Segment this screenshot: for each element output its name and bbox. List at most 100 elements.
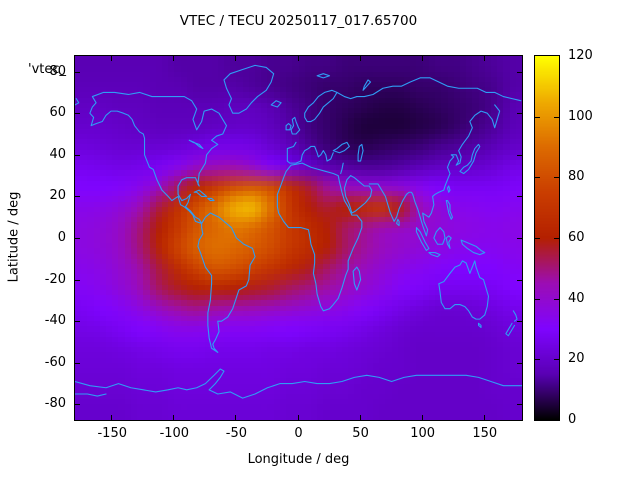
coastline-cuba	[194, 190, 206, 196]
key-label: 'vtec_	[28, 62, 67, 77]
y-tick-mark	[75, 238, 80, 239]
colorbar-tick-mark	[535, 238, 540, 239]
y-tick-mark	[75, 154, 80, 156]
coastline-greenland	[224, 65, 274, 113]
coastlines-svg	[75, 56, 522, 420]
coastline-south-east-asia	[369, 105, 499, 236]
vtec-heatmap-canvas	[75, 56, 522, 420]
y-tick-mark	[75, 113, 80, 115]
coastline-ross-shelf	[75, 394, 106, 396]
colorbar-tick-label: 120	[568, 48, 593, 63]
x-tick-mark	[111, 415, 113, 420]
colorbar-tick-label: 0	[568, 412, 577, 427]
y-tick-label: 20	[49, 188, 66, 204]
colorbar-tick-mark	[554, 359, 559, 361]
x-tick-mark	[359, 56, 361, 61]
y-tick-label: 60	[49, 105, 66, 121]
x-tick-mark	[483, 415, 485, 420]
colorbar-tick-mark	[554, 116, 559, 118]
coastline-new-zealand-north	[513, 311, 517, 321]
y-tick-mark	[75, 196, 80, 198]
colorbar-tick-mark	[554, 238, 559, 239]
y-tick-label: -80	[44, 396, 66, 412]
x-tick-label: -50	[225, 426, 248, 441]
x-tick-mark	[235, 415, 237, 420]
coastline-philippines	[446, 201, 452, 220]
y-tick-mark	[75, 362, 80, 364]
colorbar-tick-label: 60	[568, 230, 585, 245]
coastline-americas	[90, 92, 255, 352]
y-tick-mark	[75, 321, 80, 323]
colorbar	[534, 55, 560, 421]
coastline-new-zealand-south	[506, 323, 515, 335]
x-axis-label: Longitude / deg	[247, 452, 350, 467]
coastline-taiwan	[448, 186, 450, 192]
y-tick-mark	[517, 196, 522, 198]
x-tick-label: 0	[294, 426, 303, 441]
colorbar-tick-mark	[554, 177, 559, 179]
coastline-iceland	[271, 101, 281, 107]
colorbar-tick-mark	[535, 116, 540, 118]
y-tick-mark	[517, 71, 522, 73]
coastline-europe-mediterranean	[287, 142, 343, 173]
colorbar-tick-mark	[554, 298, 559, 300]
x-tick-mark	[297, 56, 299, 61]
coastline-novaya-zemlya	[363, 80, 370, 90]
x-tick-label: 150	[472, 426, 498, 441]
y-tick-mark	[75, 404, 80, 406]
x-tick-mark	[297, 415, 299, 420]
coastline-scandinavia	[305, 90, 337, 121]
colorbar-tick-mark	[535, 298, 540, 300]
plot-frame	[74, 55, 523, 421]
colorbar-tick-mark	[535, 177, 540, 179]
x-tick-mark	[235, 56, 237, 61]
x-tick-label: 100	[410, 426, 436, 441]
colorbar-tick-label: 40	[568, 290, 585, 306]
y-tick-label: 40	[49, 146, 66, 162]
y-tick-label: -60	[44, 354, 66, 370]
y-tick-label: 0	[57, 230, 66, 245]
coastline-svalbard	[317, 74, 329, 78]
coastline-hispaniola	[208, 198, 214, 200]
x-tick-label: -150	[97, 426, 127, 441]
y-tick-mark	[517, 238, 522, 239]
coastline-chukotka-edge	[75, 99, 79, 105]
x-tick-mark	[421, 56, 423, 61]
coastline-russia-arctic	[337, 78, 521, 101]
y-tick-label: -40	[44, 313, 66, 329]
coastline-caspian-sea	[358, 144, 363, 161]
coastline-sumatra	[416, 228, 428, 251]
y-tick-mark	[75, 279, 80, 281]
y-tick-mark	[517, 404, 522, 406]
coastline-new-guinea	[461, 240, 485, 255]
y-tick-label: -20	[44, 271, 66, 287]
x-tick-mark	[173, 415, 175, 420]
chart-title: VTEC / TECU 20250117_017.65700	[179, 13, 418, 29]
coastline-uk	[291, 117, 300, 134]
x-tick-mark	[173, 56, 175, 61]
coastline-sri-lanka	[397, 219, 399, 225]
y-tick-mark	[517, 154, 522, 156]
y-tick-mark	[517, 279, 522, 281]
y-tick-mark	[517, 321, 522, 323]
coastline-australia	[439, 261, 489, 319]
y-tick-label: 80	[49, 63, 66, 79]
y-tick-mark	[517, 113, 522, 115]
coastline-africa	[277, 163, 361, 311]
coastline-sulawesi	[446, 236, 451, 248]
y-tick-mark	[75, 71, 80, 73]
coastline-madagascar	[353, 267, 360, 290]
coastline-tasmania	[479, 323, 481, 327]
coastline-arabia	[344, 176, 371, 213]
y-tick-mark	[517, 362, 522, 364]
colorbar-tick-mark	[535, 359, 540, 361]
x-tick-label: 50	[352, 426, 369, 441]
x-tick-mark	[483, 56, 485, 61]
colorbar-tick-label: 100	[568, 108, 593, 124]
colorbar-tick-label: 80	[568, 169, 585, 185]
coastline-great-lakes	[189, 140, 203, 148]
coastline-japan	[460, 144, 480, 173]
coastline-antarctica	[75, 369, 522, 398]
x-tick-mark	[359, 415, 361, 420]
